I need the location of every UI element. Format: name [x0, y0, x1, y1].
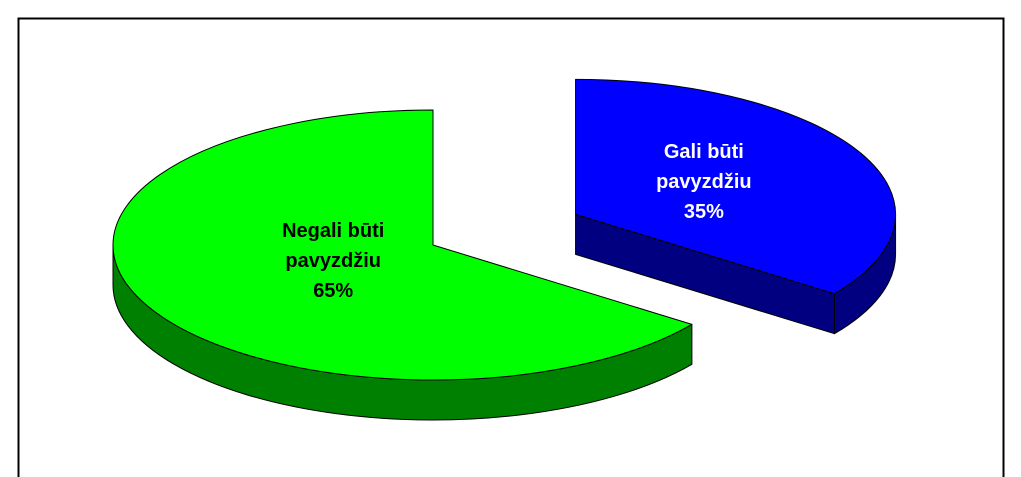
slice-label: Gali būti pavyzdžiu 35%	[619, 137, 789, 227]
slice-label-value: 65%	[313, 280, 354, 303]
slice-label-value: 35%	[683, 200, 724, 223]
slice	[112, 109, 693, 381]
slice-label: Negali būti pavyzdžiu 65%	[248, 216, 418, 306]
slice	[575, 78, 897, 295]
slice-label-name: Negali būti pavyzdžiu	[282, 220, 385, 273]
slice-label-name: Gali būti pavyzdžiu	[656, 140, 752, 193]
frame	[17, 17, 1005, 477]
